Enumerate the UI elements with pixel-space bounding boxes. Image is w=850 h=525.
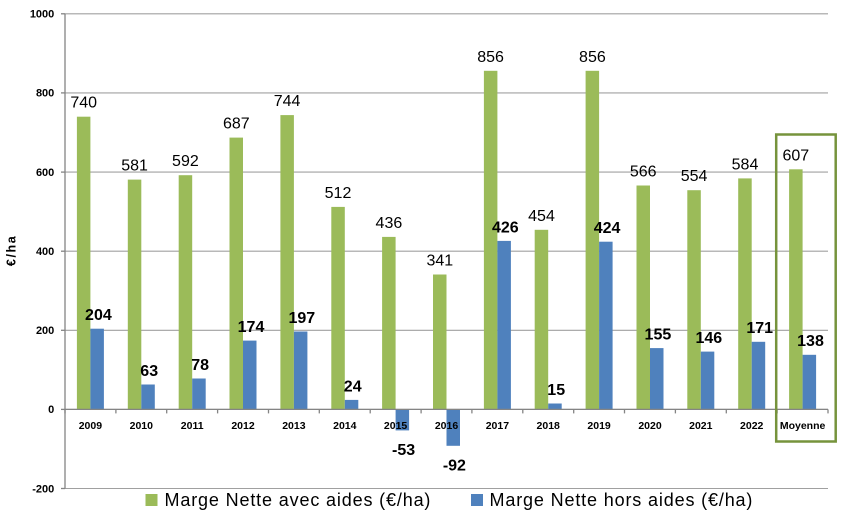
svg-text:-92: -92 [443, 457, 466, 474]
svg-text:454: 454 [528, 208, 555, 225]
svg-text:Marge Nette avec aides (€/ha): Marge Nette avec aides (€/ha) [165, 490, 432, 510]
svg-text:800: 800 [36, 88, 54, 100]
svg-text:2009: 2009 [79, 420, 103, 432]
svg-text:2018: 2018 [537, 420, 561, 432]
svg-text:607: 607 [782, 147, 809, 164]
svg-text:200: 200 [36, 325, 54, 337]
svg-text:512: 512 [325, 185, 352, 202]
svg-text:424: 424 [594, 220, 621, 237]
svg-text:2021: 2021 [689, 420, 713, 432]
svg-text:0: 0 [48, 404, 54, 416]
svg-text:24: 24 [344, 378, 362, 395]
svg-text:78: 78 [191, 357, 209, 374]
svg-text:426: 426 [492, 219, 519, 236]
svg-text:2020: 2020 [638, 420, 662, 432]
svg-text:€/ha: €/ha [5, 235, 19, 266]
svg-text:687: 687 [223, 116, 250, 133]
svg-text:204: 204 [85, 307, 112, 324]
svg-text:2019: 2019 [587, 420, 611, 432]
svg-text:400: 400 [36, 246, 54, 258]
svg-text:2015: 2015 [384, 420, 408, 432]
svg-text:2017: 2017 [486, 420, 510, 432]
svg-text:2022: 2022 [740, 420, 764, 432]
svg-text:2012: 2012 [231, 420, 255, 432]
svg-text:171: 171 [746, 320, 773, 337]
svg-text:63: 63 [140, 363, 158, 380]
svg-text:15: 15 [547, 382, 565, 399]
svg-text:341: 341 [426, 253, 453, 270]
svg-text:2010: 2010 [130, 420, 154, 432]
svg-text:-200: -200 [32, 483, 54, 495]
svg-text:581: 581 [121, 158, 148, 175]
svg-text:554: 554 [681, 168, 708, 185]
svg-text:1000: 1000 [30, 9, 54, 21]
svg-text:146: 146 [695, 330, 722, 347]
svg-text:744: 744 [274, 93, 301, 110]
svg-text:138: 138 [797, 333, 824, 350]
svg-text:566: 566 [630, 164, 657, 181]
svg-text:592: 592 [172, 153, 199, 170]
svg-text:856: 856 [477, 49, 504, 66]
svg-text:Marge Nette hors aides (€/ha): Marge Nette hors aides (€/ha) [490, 490, 754, 510]
svg-text:-53: -53 [392, 442, 415, 459]
svg-text:600: 600 [36, 167, 54, 179]
svg-text:2016: 2016 [435, 420, 459, 432]
svg-text:584: 584 [732, 156, 759, 173]
svg-text:2011: 2011 [181, 420, 204, 432]
svg-text:740: 740 [70, 95, 97, 112]
svg-text:Moyenne: Moyenne [780, 420, 826, 432]
svg-text:2013: 2013 [282, 420, 306, 432]
svg-text:174: 174 [238, 319, 265, 336]
svg-text:155: 155 [645, 327, 672, 344]
svg-text:436: 436 [376, 215, 403, 232]
svg-text:2014: 2014 [333, 420, 357, 432]
svg-text:856: 856 [579, 49, 606, 66]
svg-text:197: 197 [288, 310, 315, 327]
